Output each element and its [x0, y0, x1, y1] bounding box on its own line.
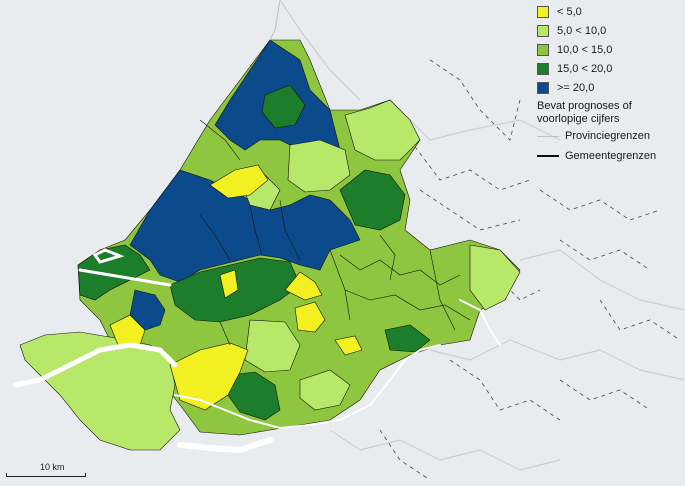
region-lt5-south[interactable] [169, 342, 249, 411]
region-15-20-north[interactable] [261, 84, 306, 129]
legend-swatch-15-20 [537, 62, 549, 75]
region-5-10-east[interactable] [469, 244, 521, 311]
legend-label-5-10: 5,0 < 10,0 [557, 24, 607, 37]
legend-swatch-10-15 [537, 43, 549, 56]
region-lt5-center-c[interactable] [334, 335, 363, 356]
region-lt5-small[interactable] [219, 269, 239, 299]
region-5-10-south-island[interactable] [19, 331, 181, 451]
legend-item-municipality-borders: Gemeentegrenzen [537, 146, 683, 166]
legend-item-province-borders: Provinciegrenzen [537, 126, 683, 146]
legend-label-ge20: >= 20,0 [557, 81, 595, 94]
province-outline [269, 0, 281, 41]
legend-item-lt5: < 5,0 [537, 2, 683, 21]
region-5-10-southeast[interactable] [299, 369, 351, 411]
legend-line-municipality [537, 155, 559, 157]
region-lt5-north[interactable] [209, 164, 269, 199]
neighbour-municipality-dashes [379, 59, 681, 481]
region-lt5-center-a[interactable] [284, 271, 323, 301]
neighbour-province-outlines [279, 0, 685, 471]
legend-swatch-lt5 [537, 5, 549, 18]
region-15-20-river[interactable] [384, 324, 431, 353]
region-lt5-center-b[interactable] [294, 301, 326, 333]
legend-label-municipality: Gemeentegrenzen [565, 150, 657, 162]
scale-bar-line [6, 473, 86, 477]
legend-label-lt5: < 5,0 [557, 5, 582, 18]
legend-swatch-ge20 [537, 81, 549, 94]
legend-item-15-20: 15,0 < 20,0 [537, 59, 683, 78]
region-lt5-west[interactable] [109, 314, 146, 346]
region-5-10-southcentral[interactable] [244, 319, 301, 373]
municipality-borders [199, 119, 471, 346]
legend-label-10-15: 10,0 < 15,0 [557, 43, 613, 56]
legend-note: Bevat prognoses of voorlopige cijfers [537, 100, 632, 125]
legend-label-15-20: 15,0 < 20,0 [557, 62, 613, 75]
legend-swatch-5-10 [537, 24, 549, 37]
region-5-10-centre[interactable] [287, 139, 351, 193]
legend-label-province: Provinciegrenzen [565, 130, 650, 142]
map-legend: < 5,0 5,0 < 10,0 10,0 < 15,0 15,0 < 20,0… [537, 2, 683, 166]
legend-item-5-10: 5,0 < 10,0 [537, 21, 683, 40]
region-15-20-south[interactable] [227, 371, 281, 421]
region-15-20-east[interactable] [339, 169, 406, 231]
scale-bar-label: 10 km [40, 462, 65, 472]
legend-line-province [537, 135, 559, 137]
legend-item-10-15: 10,0 < 15,0 [537, 40, 683, 59]
legend-item-ge20: >= 20,0 [537, 78, 683, 97]
waterways [12, 248, 501, 454]
region-5-10-north[interactable] [344, 99, 421, 161]
